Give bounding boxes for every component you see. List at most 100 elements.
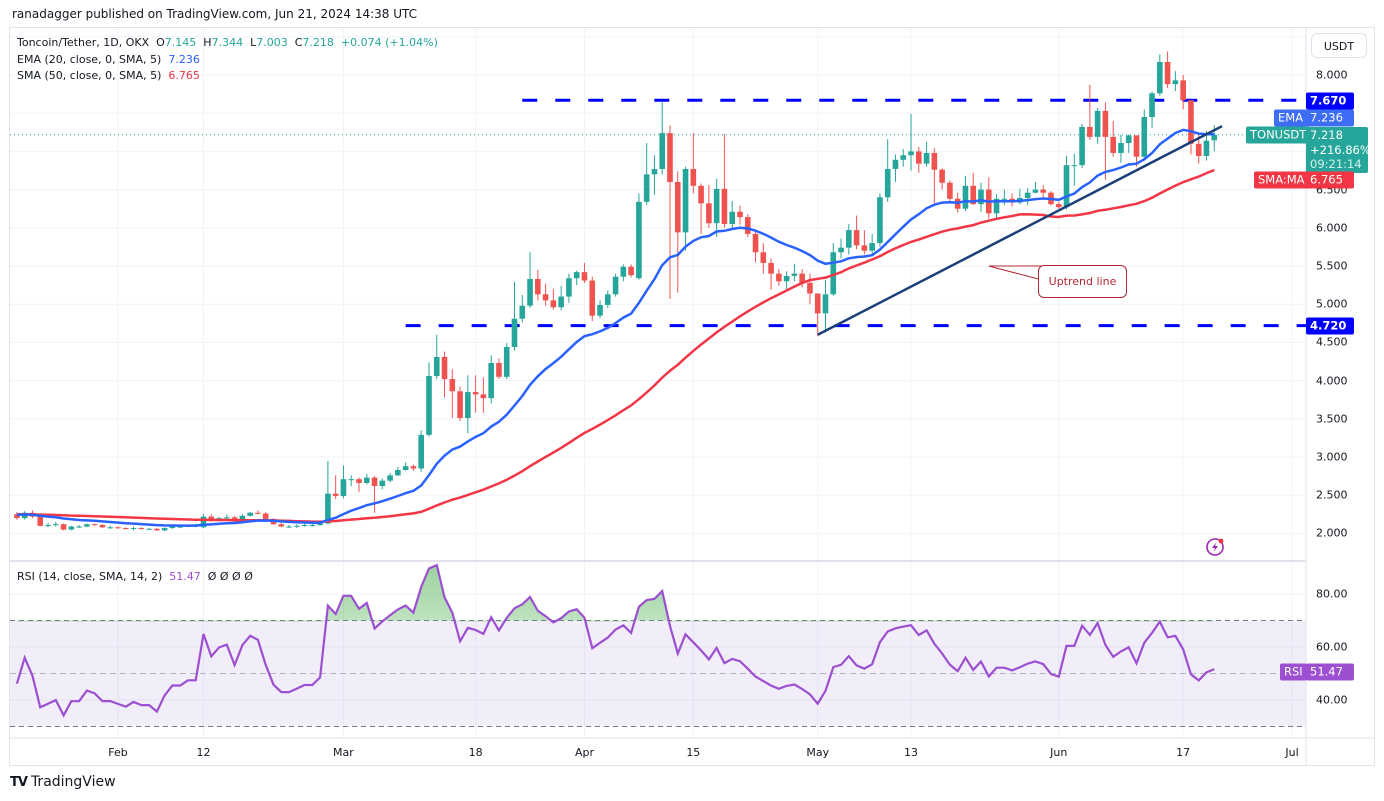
candle-body <box>37 516 44 526</box>
candle <box>550 288 557 310</box>
candle <box>426 362 432 437</box>
candle <box>947 180 953 202</box>
candle-body <box>208 516 215 521</box>
candle-body <box>433 356 440 377</box>
candle <box>457 386 463 422</box>
candle <box>154 528 160 532</box>
candle <box>301 523 308 527</box>
candle <box>985 177 992 219</box>
lightning-icon[interactable] <box>1206 538 1224 556</box>
candle-body <box>869 243 875 251</box>
symbol-legend[interactable]: Toncoin/Tether, 1D, OKX O7.145 H7.344 L7… <box>17 36 438 49</box>
candle <box>535 269 541 301</box>
candle <box>348 475 355 487</box>
candle <box>449 369 456 419</box>
candle <box>418 430 424 473</box>
candle <box>1032 181 1039 194</box>
ema-legend[interactable]: EMA (20, close, 0, SMA, 5) 7.236 <box>17 53 200 66</box>
candle-body <box>503 346 510 377</box>
candle <box>737 205 743 225</box>
candle-body <box>581 272 588 281</box>
candle <box>1024 188 1031 205</box>
candle-body <box>169 526 176 529</box>
chart-frame <box>9 27 1375 766</box>
candle-body <box>177 526 183 528</box>
sma-legend[interactable]: SMA (50, close, 0, SMA, 5) 6.765 <box>17 69 200 82</box>
rsi-legend[interactable]: RSI (14, close, SMA, 14, 2) 51.47 Ø Ø Ø … <box>17 570 253 583</box>
rsi-label: RSI (14, close, SMA, 14, 2) <box>17 570 163 583</box>
currency-button[interactable]: USDT <box>1311 33 1367 58</box>
price-tick-label: 4.500 <box>1316 335 1348 349</box>
candle <box>814 293 821 337</box>
candle <box>776 269 782 286</box>
candle-body <box>667 133 673 182</box>
tradingview-logo[interactable]: TV TradingView <box>10 774 116 790</box>
candle <box>1157 54 1163 96</box>
candle-body <box>348 479 355 481</box>
candle-body <box>130 528 137 530</box>
candle-body <box>768 262 774 274</box>
candle <box>892 154 899 182</box>
candle-body <box>262 513 269 519</box>
candle-body <box>822 294 829 314</box>
candle <box>674 171 681 293</box>
candle-body <box>892 159 899 169</box>
candle-body <box>1001 198 1008 200</box>
high-value: 7.344 <box>211 36 244 49</box>
candle-body <box>441 356 448 380</box>
candle <box>465 375 471 434</box>
candle <box>861 230 868 255</box>
candle-body <box>939 169 945 183</box>
candle-body <box>99 524 106 528</box>
candle <box>636 193 642 280</box>
candle <box>729 201 735 230</box>
candle-body <box>138 528 145 530</box>
candle <box>1141 109 1148 160</box>
candle-body <box>566 278 572 297</box>
candle-body <box>1032 189 1039 193</box>
candle-body <box>52 524 59 526</box>
candle <box>807 273 813 305</box>
price-tick-label: 3.500 <box>1316 412 1348 426</box>
candle <box>1133 135 1140 167</box>
candle <box>146 528 152 530</box>
open-value: 7.145 <box>164 36 197 49</box>
candle-body <box>923 152 930 164</box>
candle-body <box>379 480 386 487</box>
candle <box>822 279 829 333</box>
candle-body <box>1149 93 1155 118</box>
candle-body <box>465 392 471 419</box>
candle-body <box>884 168 891 198</box>
ema-price-tag: 7.236 <box>1306 109 1354 127</box>
candle-body <box>1180 80 1186 101</box>
candle-body <box>1125 135 1132 143</box>
candle-body <box>682 168 689 233</box>
candle-body <box>993 198 1000 214</box>
candle-body <box>783 275 790 282</box>
last-price-tag: 7.218 +216.86% 09:21:14 <box>1306 127 1371 173</box>
close-value: 7.218 <box>302 36 334 49</box>
last-price: 7.218 <box>1310 128 1343 142</box>
candle <box>527 252 533 309</box>
price-tick-label: 2.000 <box>1316 526 1348 540</box>
candle-body <box>1040 189 1046 193</box>
candle-body <box>900 155 907 160</box>
trendline-group[interactable] <box>817 125 1223 336</box>
candle-body <box>496 363 502 377</box>
candle-body <box>978 189 984 205</box>
candle <box>1071 153 1078 186</box>
candle <box>37 515 44 527</box>
candle <box>107 525 113 529</box>
candle <box>395 466 401 477</box>
candle-body <box>838 247 844 253</box>
candle <box>387 473 393 483</box>
candle-body <box>154 528 160 531</box>
candle-body <box>970 185 977 205</box>
candle <box>278 522 285 528</box>
uptrend-line-callout[interactable]: Uptrend line <box>1038 265 1127 298</box>
candle <box>542 283 549 306</box>
candle <box>45 522 51 528</box>
candle-body <box>340 479 347 496</box>
candle-body <box>760 252 767 263</box>
